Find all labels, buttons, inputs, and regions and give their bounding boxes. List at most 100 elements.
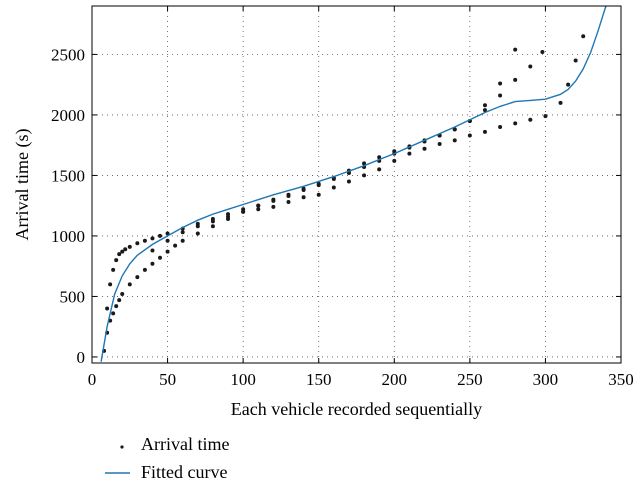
data-point [513, 121, 518, 126]
fitted-curve-line [100, 6, 607, 362]
data-point [377, 155, 382, 160]
data-point [165, 238, 170, 243]
data-point [581, 34, 586, 39]
data-point [566, 82, 571, 87]
data-point [173, 243, 178, 248]
data-point [392, 158, 397, 163]
data-point [127, 282, 132, 287]
data-point [271, 198, 276, 203]
x-tick-labels: 0 50 100 150 200 250 300 350 [88, 370, 634, 389]
x-tick-label: 100 [230, 370, 256, 389]
data-point [120, 249, 125, 254]
data-point [377, 167, 382, 172]
data-point [195, 231, 200, 236]
data-point [301, 187, 306, 192]
data-point [256, 203, 261, 208]
data-point [226, 214, 231, 219]
data-point [123, 247, 128, 252]
data-point [513, 77, 518, 82]
data-point [142, 267, 147, 272]
data-point [120, 292, 125, 297]
data-point [108, 282, 113, 287]
data-point [543, 114, 548, 119]
data-point [498, 81, 503, 86]
data-point [452, 127, 457, 132]
scatter-series-arrival-time [102, 34, 586, 353]
data-point [135, 241, 140, 246]
line-series-fitted-curve [100, 6, 607, 362]
y-tick-label: 1000 [51, 227, 85, 246]
grid-lines [92, 6, 621, 363]
x-axis-label: Each vehicle recorded sequentially [231, 399, 482, 419]
y-axis-label: Arrival time (s) [12, 129, 33, 241]
data-point [117, 252, 122, 257]
y-tick-label: 2500 [51, 45, 85, 64]
data-point [513, 47, 518, 52]
data-point [256, 207, 261, 212]
axis-ticks [91, 6, 622, 363]
data-point [540, 49, 545, 54]
data-point [452, 138, 457, 143]
y-tick-label: 2000 [51, 106, 85, 125]
data-point [114, 258, 119, 263]
data-point [150, 261, 155, 266]
data-point [158, 233, 163, 238]
data-point [286, 193, 291, 198]
data-point [210, 224, 215, 229]
y-tick-label: 1500 [51, 166, 85, 185]
data-point [111, 311, 116, 316]
data-point [422, 146, 427, 151]
x-tick-label: 350 [608, 370, 634, 389]
data-point [301, 195, 306, 200]
x-tick-label: 0 [88, 370, 97, 389]
x-tick-label: 200 [382, 370, 408, 389]
data-point [528, 117, 533, 122]
data-point [482, 103, 487, 108]
data-point [165, 231, 170, 236]
data-point [498, 125, 503, 130]
data-point [482, 129, 487, 134]
data-point [331, 177, 336, 182]
data-point [114, 304, 119, 309]
data-point [467, 133, 472, 138]
data-point [573, 58, 578, 63]
data-point [362, 173, 367, 178]
data-point [111, 267, 116, 272]
x-tick-label: 150 [306, 370, 332, 389]
data-point [362, 161, 367, 166]
legend-label: Arrival time [141, 434, 229, 454]
data-point [165, 249, 170, 254]
y-tick-label: 500 [60, 287, 86, 306]
x-tick-label: 50 [159, 370, 176, 389]
data-point [180, 230, 185, 235]
data-point [316, 192, 321, 197]
data-point [210, 219, 215, 224]
y-tick-label: 0 [77, 348, 86, 367]
data-point [331, 185, 336, 190]
legend-item-arrival-time: Arrival time [120, 434, 229, 454]
data-point [158, 255, 163, 260]
data-point [195, 224, 200, 229]
data-point [286, 200, 291, 205]
data-point [316, 183, 321, 188]
data-point [150, 236, 155, 241]
plot-frame [91, 5, 622, 364]
data-point [346, 179, 351, 184]
x-tick-label: 250 [457, 370, 483, 389]
data-point [105, 306, 110, 311]
data-point [150, 248, 155, 253]
data-point [558, 100, 563, 105]
legend-item-fitted-curve: Fitted curve [105, 462, 227, 482]
data-point [437, 141, 442, 146]
y-tick-labels: 0 500 1000 1500 2000 2500 [51, 45, 85, 367]
legend-marker-dot [120, 445, 124, 449]
data-point [482, 108, 487, 113]
data-point [142, 238, 147, 243]
data-point [241, 209, 246, 214]
data-point [127, 244, 132, 249]
legend: Arrival time Fitted curve [105, 434, 229, 482]
data-point [180, 238, 185, 243]
legend-label: Fitted curve [141, 462, 227, 482]
data-point [498, 93, 503, 98]
